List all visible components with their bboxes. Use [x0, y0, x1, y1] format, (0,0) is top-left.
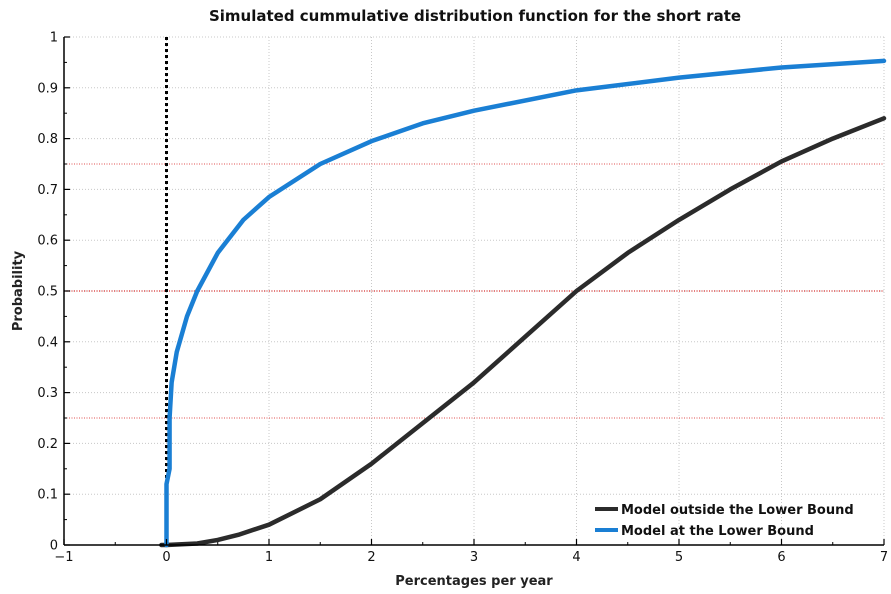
- chart-title: Simulated cummulative distribution funct…: [209, 7, 741, 25]
- series-layer: [159, 58, 887, 548]
- y-tick-label: 0: [50, 539, 58, 554]
- y-tick-label: 1: [50, 31, 58, 46]
- y-tick-label: 0.7: [37, 183, 58, 198]
- series-line-at-bound: [164, 58, 887, 548]
- x-tick-label: 6: [777, 550, 785, 565]
- axes-layer: −1 0 1 2 3 4 5 6 700.10.20.30.40.50.60.70.80.91: [37, 31, 888, 566]
- legend-label-outside: Model outside the Lower Bound: [621, 503, 854, 518]
- y-axis-label: Probability: [11, 250, 26, 331]
- x-tick-label: 5: [675, 550, 683, 565]
- x-tick-label: −1: [54, 550, 73, 565]
- y-tick-label: 0.3: [37, 386, 58, 401]
- x-axis-label: Percentages per year: [395, 574, 553, 589]
- legend-label-at-bound: Model at the Lower Bound: [621, 524, 814, 539]
- y-tick-label: 0.9: [37, 81, 58, 96]
- y-tick-label: 0.2: [37, 437, 58, 452]
- y-tick-label: 0.6: [37, 234, 58, 249]
- y-tick-label: 0.8: [37, 132, 58, 147]
- y-tick-label: 0.1: [37, 488, 58, 503]
- y-tick-label: 0.4: [37, 335, 58, 350]
- legend: Model outside the Lower Bound Model at t…: [595, 503, 854, 539]
- series-line-outside: [159, 116, 887, 548]
- x-tick-label: 1: [265, 550, 273, 565]
- x-tick-label: 7: [880, 550, 888, 565]
- x-tick-label: 2: [367, 550, 375, 565]
- x-tick-label: 0: [162, 550, 170, 565]
- y-tick-label: 0.5: [37, 285, 58, 300]
- x-tick-label: 4: [572, 550, 580, 565]
- x-tick-label: 3: [470, 550, 478, 565]
- reference-lines: [64, 37, 884, 545]
